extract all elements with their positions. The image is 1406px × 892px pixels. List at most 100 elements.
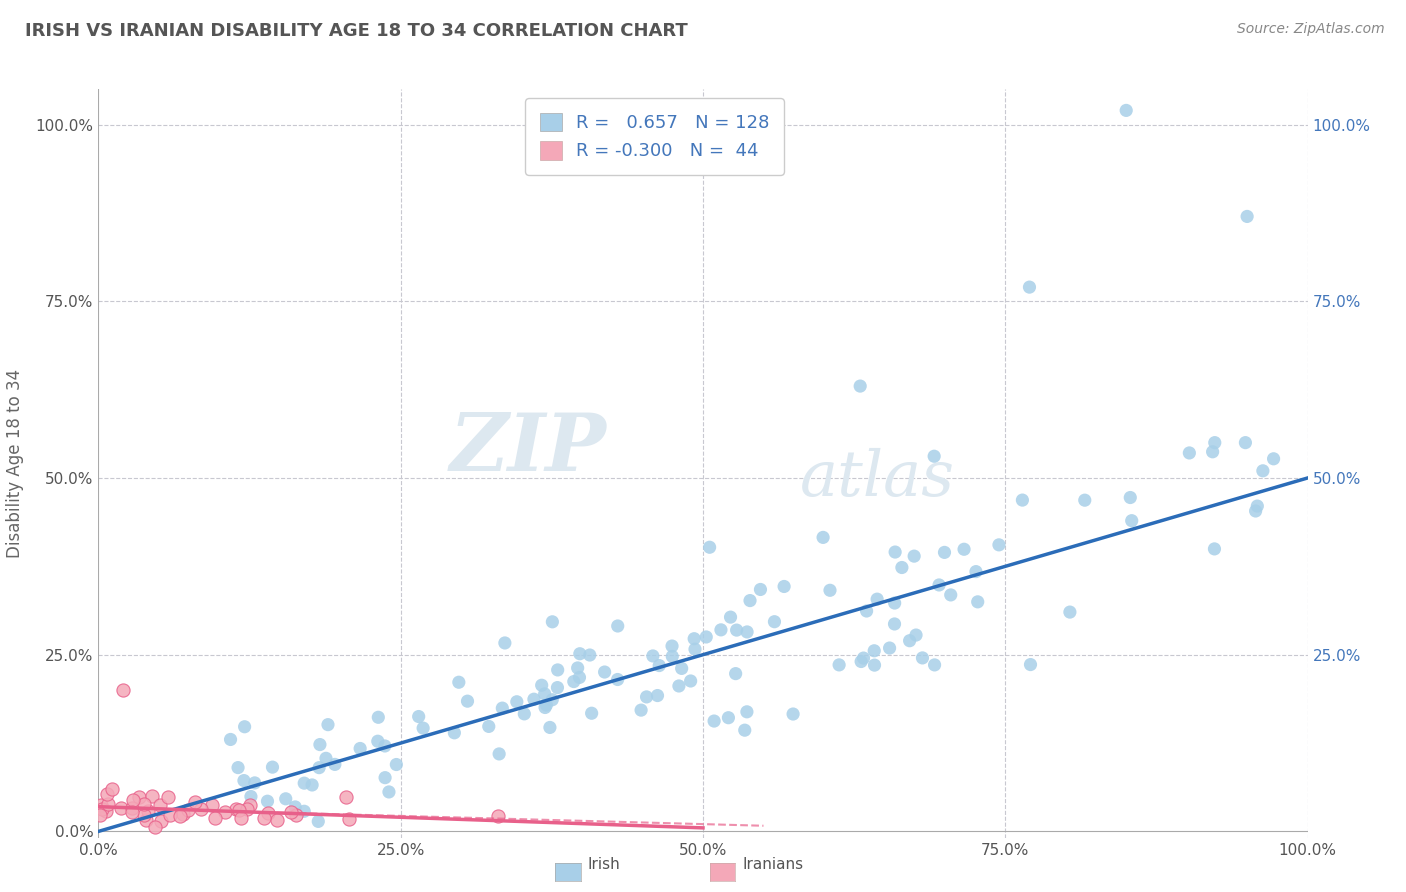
Point [408, 709, 430, 723]
Point [849, 655, 872, 669]
Point [266, 813, 288, 827]
Point [121, 801, 143, 815]
Point [828, 657, 851, 672]
Point [567, 661, 589, 675]
Point [292, 804, 315, 818]
Point [292, 776, 315, 790]
Point [488, 747, 510, 761]
Point [132, 797, 155, 811]
Point [91, 802, 114, 816]
Point [987, 538, 1010, 552]
Point [717, 711, 740, 725]
Point [530, 678, 553, 692]
Point [538, 721, 561, 735]
Point [606, 619, 628, 633]
Point [262, 760, 284, 774]
Point [735, 705, 758, 719]
Point [149, 798, 172, 813]
Point [225, 802, 247, 816]
Point [734, 723, 756, 738]
Point [110, 800, 132, 814]
Point [284, 800, 307, 814]
Point [1018, 280, 1040, 294]
Point [1115, 103, 1137, 118]
Point [1246, 499, 1268, 513]
Point [97, 797, 120, 812]
Point [172, 806, 194, 821]
Point [849, 379, 872, 393]
Point [1234, 435, 1257, 450]
Point [284, 807, 307, 822]
Point [235, 802, 257, 816]
Point [307, 814, 329, 829]
Point [219, 732, 242, 747]
Point [337, 812, 360, 826]
Point [1204, 435, 1226, 450]
Point [226, 761, 249, 775]
Point [749, 582, 772, 597]
Point [578, 648, 600, 662]
Point [541, 615, 564, 629]
Legend: R =   0.657   N = 128, R = -0.300   N =  44: R = 0.657 N = 128, R = -0.300 N = 44 [526, 98, 783, 175]
Text: Iranians: Iranians [742, 857, 803, 872]
Point [922, 449, 945, 463]
Point [725, 623, 748, 637]
Point [335, 789, 357, 804]
Point [214, 805, 236, 820]
Point [773, 579, 796, 593]
Point [1019, 657, 1042, 672]
Point [965, 565, 987, 579]
Point [169, 809, 191, 823]
Point [233, 720, 256, 734]
Point [710, 623, 733, 637]
Point [257, 805, 280, 820]
Point [1204, 541, 1226, 556]
Point [661, 649, 683, 664]
Point [890, 560, 912, 574]
Y-axis label: Disability Age 18 to 34: Disability Age 18 to 34 [7, 369, 24, 558]
Point [513, 706, 536, 721]
Point [939, 588, 962, 602]
Point [447, 675, 470, 690]
Point [782, 706, 804, 721]
Point [661, 639, 683, 653]
Point [863, 644, 886, 658]
Point [349, 741, 371, 756]
Point [374, 771, 396, 785]
Point [143, 820, 166, 834]
Point [630, 703, 652, 717]
Point [96, 787, 118, 801]
Point [274, 792, 297, 806]
Point [135, 814, 157, 828]
Point [720, 610, 742, 624]
Point [156, 789, 179, 804]
Point [190, 802, 212, 816]
Point [456, 694, 478, 708]
Point [1244, 504, 1267, 518]
Point [323, 757, 346, 772]
Point [256, 794, 278, 808]
Point [1201, 444, 1223, 458]
Point [534, 700, 557, 714]
Point [443, 726, 465, 740]
Point [568, 647, 591, 661]
Point [200, 797, 222, 812]
Point [478, 719, 501, 733]
Point [546, 681, 568, 695]
Point [647, 689, 669, 703]
Point [911, 651, 934, 665]
Point [898, 633, 921, 648]
Point [1236, 210, 1258, 224]
Point [280, 805, 302, 819]
Point [1263, 451, 1285, 466]
Point [1251, 464, 1274, 478]
Point [1178, 446, 1201, 460]
Point [121, 793, 143, 807]
Point [884, 545, 907, 559]
Point [1011, 493, 1033, 508]
Point [636, 690, 658, 704]
Point [309, 738, 332, 752]
Point [679, 673, 702, 688]
Point [486, 809, 509, 823]
Point [966, 595, 988, 609]
